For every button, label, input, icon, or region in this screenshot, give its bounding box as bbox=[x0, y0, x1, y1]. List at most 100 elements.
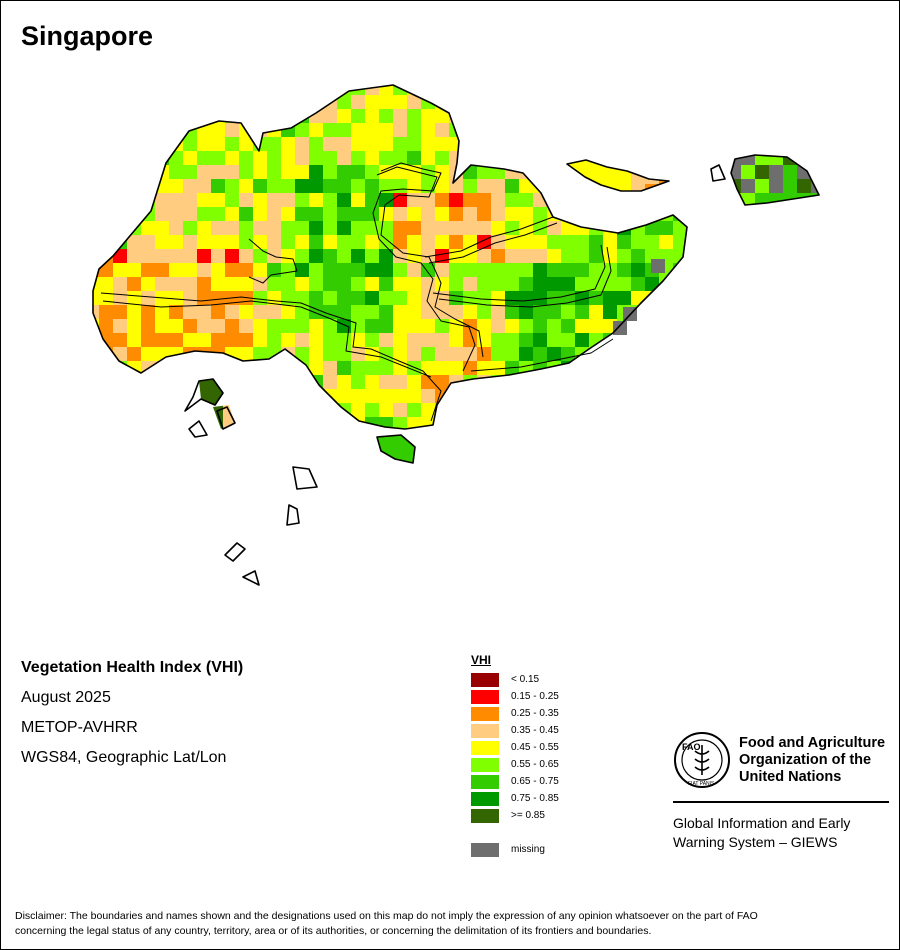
vhi-pixel bbox=[477, 361, 492, 376]
vhi-pixel bbox=[435, 431, 450, 446]
vhi-pixel bbox=[561, 207, 576, 222]
vhi-pixel bbox=[209, 431, 224, 446]
vhi-pixel bbox=[169, 403, 184, 418]
vhi-pixel bbox=[407, 291, 422, 306]
vhi-pixel bbox=[93, 85, 100, 96]
vhi-pixel bbox=[547, 193, 562, 208]
vhi-pixel bbox=[645, 109, 660, 124]
vhi-pixel bbox=[449, 361, 464, 376]
vhi-pixel bbox=[393, 165, 408, 180]
vhi-pixel bbox=[197, 277, 212, 292]
vhi-pixel bbox=[687, 81, 702, 96]
legend-item: 0.25 - 0.35 bbox=[471, 705, 559, 722]
vhi-pixel bbox=[505, 417, 520, 429]
legend-label: 0.65 - 0.75 bbox=[511, 776, 559, 787]
vhi-pixel bbox=[169, 375, 184, 390]
vhi-pixel bbox=[393, 235, 408, 250]
vhi-pixel bbox=[645, 417, 660, 429]
vhi-pixel bbox=[393, 207, 408, 222]
vhi-pixel bbox=[169, 333, 184, 348]
vhi-pixel bbox=[113, 305, 128, 320]
vhi-pixel bbox=[155, 263, 170, 278]
vhi-pixel bbox=[307, 445, 322, 460]
vhi-pixel bbox=[477, 123, 492, 138]
vhi-pixel bbox=[279, 459, 294, 463]
islet-outline bbox=[292, 466, 318, 490]
vhi-pixel bbox=[99, 305, 114, 320]
vhi-pixel bbox=[547, 137, 562, 152]
vhi-pixel bbox=[155, 109, 170, 124]
vhi-pixel bbox=[575, 417, 590, 429]
giews-line: Global Information and Early bbox=[673, 815, 851, 831]
vhi-pixel bbox=[617, 160, 632, 171]
vhi-pixel bbox=[211, 291, 226, 306]
vhi-pixel bbox=[561, 403, 576, 418]
vhi-pixel bbox=[323, 347, 338, 362]
vhi-pixel bbox=[309, 207, 324, 222]
vhi-pixel bbox=[391, 445, 406, 460]
vhi-pixel bbox=[617, 375, 632, 390]
vhi-pixel bbox=[477, 95, 492, 110]
legend-label: < 0.15 bbox=[511, 674, 540, 685]
vhi-pixel bbox=[127, 85, 142, 96]
vhi-pixel bbox=[435, 305, 450, 320]
vhi-pixel bbox=[393, 417, 408, 429]
vhi-pixel bbox=[463, 305, 478, 320]
vhi-pixel bbox=[631, 389, 646, 404]
vhi-pixel bbox=[519, 109, 534, 124]
vhi-pixel bbox=[293, 445, 308, 460]
vhi-pixel bbox=[463, 445, 478, 460]
vhi-pixel bbox=[225, 277, 240, 292]
vhi-pixel bbox=[295, 179, 310, 194]
vhi-pixel bbox=[741, 155, 756, 166]
vhi-pixel bbox=[463, 277, 478, 292]
vhi-pixel bbox=[113, 375, 128, 390]
vhi-pixel bbox=[533, 249, 548, 264]
vhi-pixel bbox=[519, 403, 534, 418]
vhi-pixel bbox=[797, 193, 812, 205]
vhi-pixel bbox=[533, 235, 548, 250]
vhi-pixel bbox=[603, 417, 618, 429]
vhi-pixel bbox=[589, 184, 604, 191]
vhi-pixel bbox=[293, 417, 308, 432]
vhi-pixel bbox=[155, 95, 170, 110]
vhi-pixel bbox=[155, 207, 170, 222]
vhi-pixel bbox=[309, 151, 324, 166]
vhi-pixel bbox=[85, 431, 100, 446]
vhi-pixel bbox=[323, 431, 338, 446]
vhi-pixel bbox=[477, 445, 492, 460]
vhi-pixel bbox=[141, 403, 156, 418]
vhi-pixel bbox=[93, 95, 100, 110]
vhi-pixel bbox=[197, 85, 212, 96]
vhi-pixel bbox=[267, 221, 282, 236]
vhi-pixel bbox=[239, 249, 254, 264]
vhi-pixel bbox=[547, 95, 562, 110]
vhi-pixel bbox=[323, 361, 338, 376]
vhi-pixel bbox=[155, 417, 170, 429]
vhi-pixel bbox=[307, 389, 322, 404]
vhi-pixel bbox=[93, 165, 100, 180]
vhi-pixel bbox=[127, 347, 142, 362]
vhi-pixel bbox=[547, 221, 562, 236]
vhi-pixel bbox=[407, 417, 422, 429]
vhi-pixel bbox=[379, 375, 394, 390]
vhi-pixel bbox=[239, 85, 254, 96]
vhi-pixel bbox=[337, 347, 352, 362]
vhi-pixel bbox=[477, 165, 492, 180]
vhi-pixel-missing bbox=[651, 259, 665, 273]
vhi-pixel bbox=[435, 459, 450, 474]
vhi-pixel bbox=[575, 137, 590, 152]
vhi-pixel bbox=[435, 193, 450, 208]
vhi-pixel bbox=[309, 361, 324, 376]
vhi-pixel bbox=[659, 291, 674, 306]
vhi-pixel bbox=[99, 179, 114, 194]
vhi-pixel bbox=[659, 109, 674, 124]
vhi-pixel bbox=[183, 431, 198, 446]
vhi-pixel bbox=[225, 361, 240, 376]
vhi-pixel bbox=[631, 375, 646, 390]
vhi-pixel bbox=[673, 347, 687, 362]
vhi-pixel bbox=[127, 361, 142, 376]
vhi-pixel bbox=[253, 459, 268, 474]
vhi-pixel bbox=[491, 123, 506, 138]
vhi-pixel bbox=[755, 165, 770, 180]
